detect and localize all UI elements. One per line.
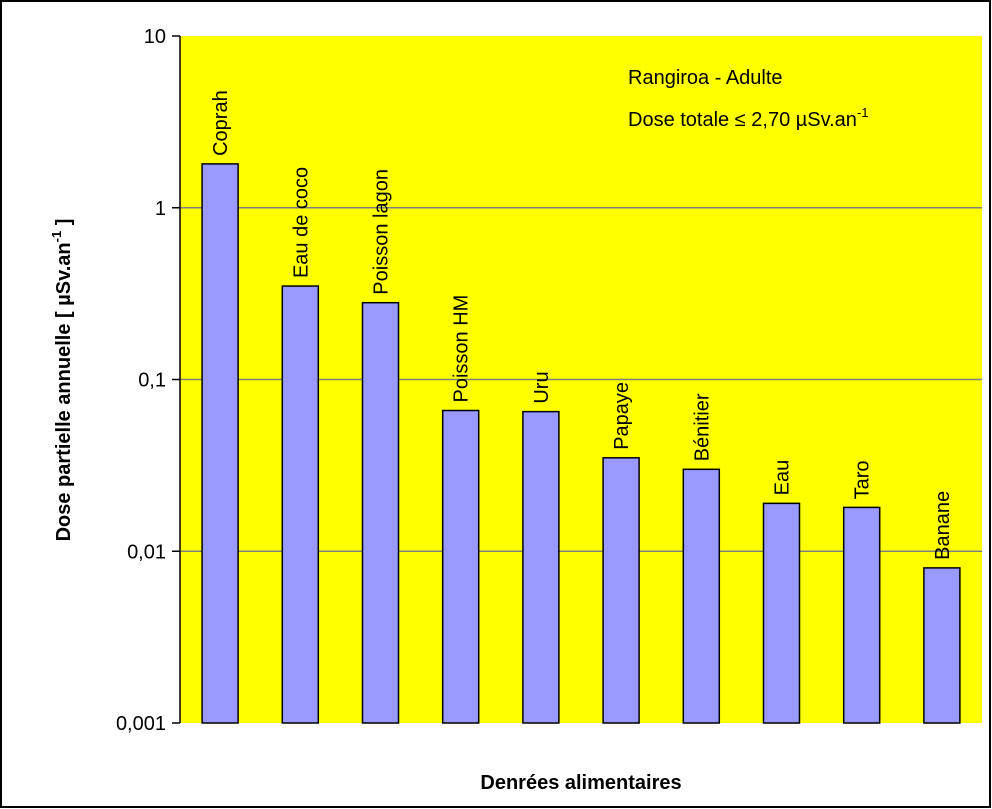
bar xyxy=(441,409,480,724)
category-label: Eau xyxy=(772,460,794,496)
bar xyxy=(602,457,640,724)
y-tick-label: 10 xyxy=(144,26,166,48)
y-axis-title: Dose partielle annuelle [ µSv.an-1 ] xyxy=(49,219,75,542)
annotation: Dose totale ≤ 2,70 µSv.an-1 xyxy=(628,105,869,131)
category-label: Uru xyxy=(531,371,553,403)
bar xyxy=(361,301,400,724)
category-label: Poisson HM xyxy=(451,295,473,403)
bar xyxy=(923,567,961,724)
bar xyxy=(762,502,801,724)
annotations: Rangiroa - Adulte Dose totale ≤ 2,70 µSv.… xyxy=(628,67,869,131)
bar xyxy=(682,468,721,724)
annotation-text: Dose totale ≤ 2,70 µSv.an xyxy=(628,109,857,131)
y-tick-label: 0,01 xyxy=(127,541,166,563)
y-tick-label: 0,1 xyxy=(138,370,166,392)
y-axis-title-sup: -1 xyxy=(49,231,64,243)
y-axis-title-text: Dose partielle annuelle [ µSv.an xyxy=(53,242,75,541)
category-label: Taro xyxy=(852,461,874,500)
annotation-sup: -1 xyxy=(857,105,869,120)
annotation: Rangiroa - Adulte xyxy=(628,67,783,89)
y-tick-label: 1 xyxy=(155,198,166,220)
category-label: Banane xyxy=(932,491,954,560)
y-axis-title-end: ] xyxy=(53,219,75,231)
category-label: Eau de coco xyxy=(290,167,312,278)
annotation-text: Rangiroa - Adulte xyxy=(628,67,783,89)
category-label: Poisson lagon xyxy=(371,169,393,295)
bar xyxy=(281,285,320,724)
bar xyxy=(842,506,881,724)
y-tick-label: 0,001 xyxy=(116,713,166,735)
category-label: Coprah xyxy=(210,90,232,156)
x-axis-title: Denrées alimentaires xyxy=(480,772,681,794)
bar xyxy=(522,410,560,724)
category-label: Papaye xyxy=(611,382,633,450)
bar xyxy=(201,163,239,724)
category-label: Bénitier xyxy=(691,393,713,461)
